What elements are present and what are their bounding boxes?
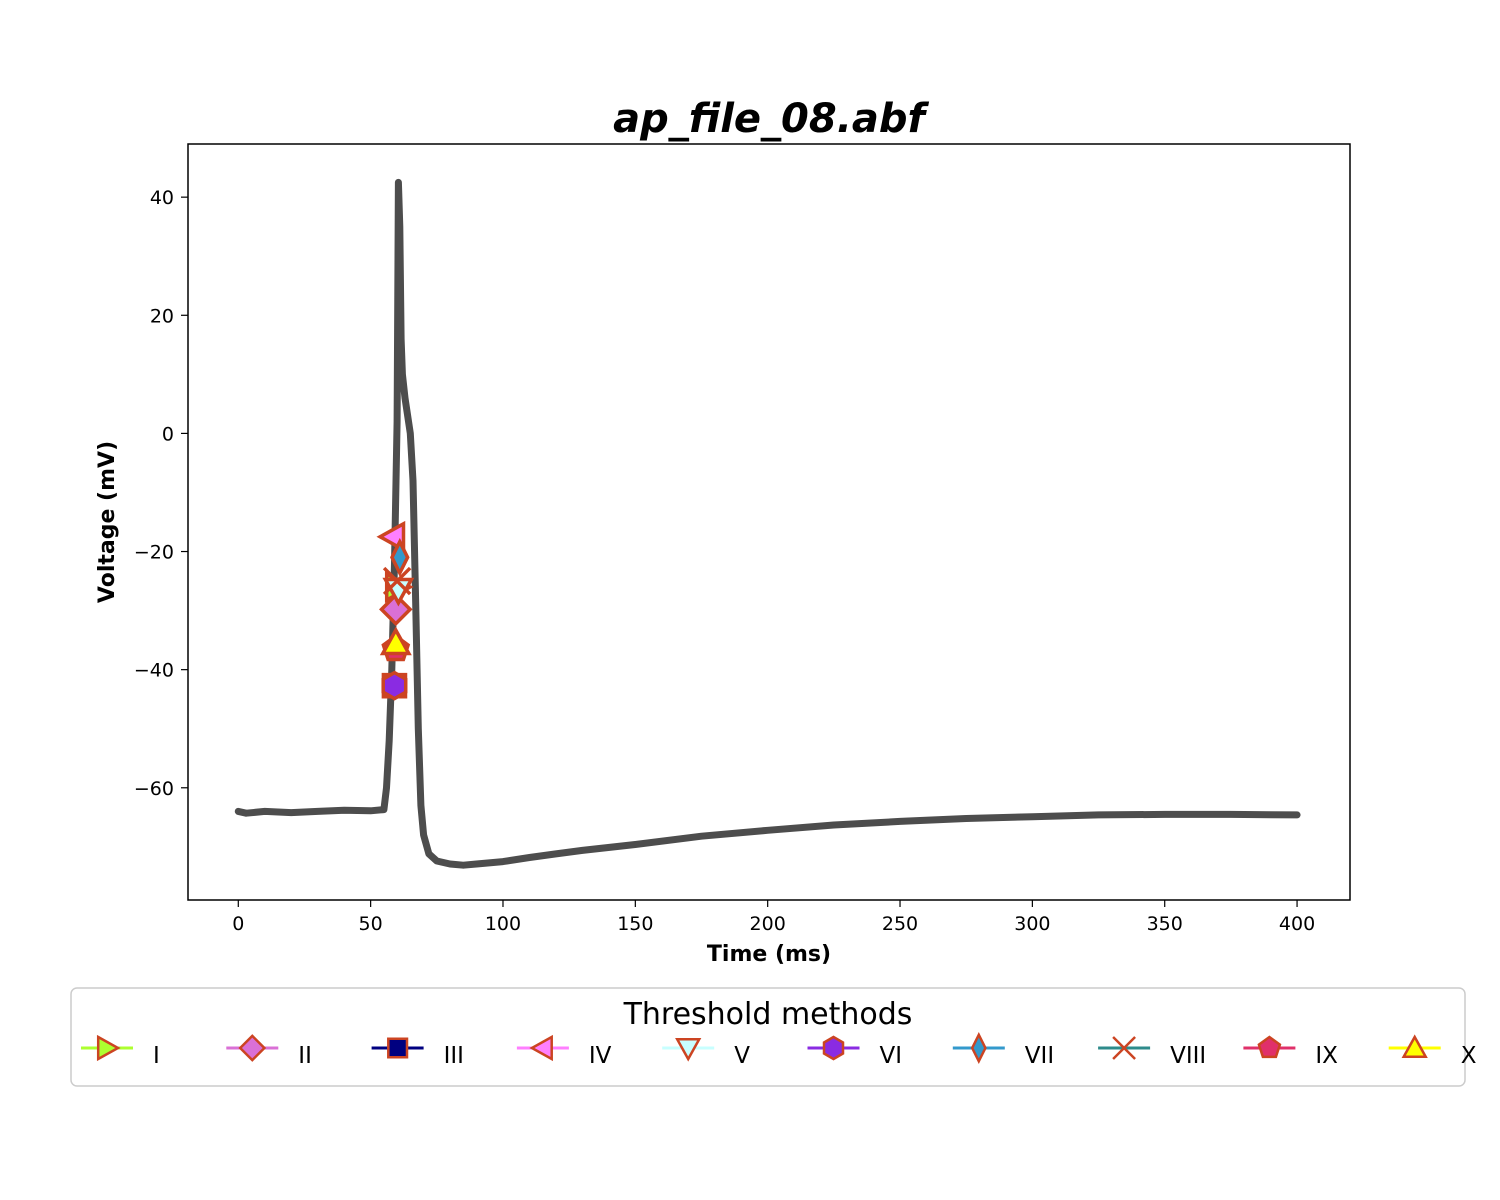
- legend-label: IV: [589, 1043, 612, 1069]
- threshold-marker-viii: [382, 566, 412, 596]
- legend-label: V: [734, 1043, 750, 1069]
- legend-marker: [970, 1032, 987, 1064]
- legend-marker: [1257, 1035, 1282, 1059]
- y-tick-label: 0: [162, 423, 174, 445]
- legend-entry-v: V: [662, 1037, 750, 1069]
- legend-title: Threshold methods: [623, 997, 913, 1032]
- legend-entry-iii: III: [371, 1037, 464, 1069]
- legend-frame: [70, 987, 1466, 1087]
- x-tick-label: 0: [232, 913, 244, 935]
- legend-label: VII: [1025, 1043, 1054, 1069]
- x-axis: 0 50 100 150 200 250 300 350 400: [232, 900, 1315, 935]
- legend-marker: [387, 1037, 409, 1059]
- x-tick-label: 150: [617, 913, 653, 935]
- y-tick-label: −20: [134, 542, 174, 564]
- legend-label: X: [1461, 1043, 1477, 1069]
- plot-frame: [187, 143, 1351, 901]
- voltage-trace: [234, 178, 1301, 869]
- y-tick-label: −60: [134, 778, 174, 800]
- x-tick-label: 350: [1147, 913, 1183, 935]
- legend-label: VIII: [1170, 1043, 1206, 1069]
- x-tick-label: 400: [1279, 913, 1315, 935]
- y-tick-label: −40: [134, 660, 174, 682]
- x-tick-label: 200: [750, 913, 786, 935]
- threshold-marker-vi: [381, 670, 408, 701]
- legend-entries: I II III IV V VI VII VIII IX X: [81, 1032, 1477, 1069]
- legend-entry-ix: IX: [1243, 1035, 1338, 1069]
- legend-entry-viii: VIII: [1098, 1036, 1206, 1069]
- legend-marker: [1112, 1036, 1136, 1060]
- threshold-marker-ii: [379, 592, 413, 627]
- x-tick-label: 50: [359, 913, 383, 935]
- legend-entry-iv: IV: [516, 1034, 612, 1069]
- legend-label: IX: [1315, 1043, 1338, 1069]
- legend-marker: [529, 1034, 553, 1062]
- legend-label: I: [153, 1043, 160, 1069]
- legend-marker: [1401, 1034, 1428, 1059]
- legend: Threshold methods I II III IV V VI VII VIII IX X: [70, 987, 1477, 1087]
- y-tick-label: 20: [150, 305, 174, 327]
- y-axis-label: Voltage (mV): [95, 441, 120, 603]
- threshold-marker-vii: [390, 537, 410, 577]
- y-axis: −60 −40 −20 0 20 40: [134, 187, 188, 800]
- y-tick-label: 40: [150, 187, 174, 209]
- legend-marker: [822, 1035, 845, 1061]
- legend-marker: [238, 1034, 267, 1062]
- x-tick-label: 250: [882, 913, 918, 935]
- x-axis-label: Time (ms): [707, 942, 831, 967]
- plot-area: [234, 178, 1301, 869]
- legend-label: II: [298, 1043, 312, 1069]
- x-tick-label: 100: [485, 913, 521, 935]
- legend-entry-vii: VII: [952, 1032, 1054, 1069]
- x-tick-label: 300: [1014, 913, 1050, 935]
- legend-entry-vi: VI: [807, 1035, 903, 1069]
- legend-marker: [675, 1037, 702, 1062]
- legend-marker: [96, 1034, 121, 1062]
- legend-label: VI: [880, 1043, 903, 1069]
- threshold-marker-x: [379, 626, 412, 656]
- legend-entry-i: I: [81, 1034, 160, 1069]
- legend-entry-x: X: [1388, 1034, 1477, 1069]
- legend-label: III: [444, 1043, 464, 1069]
- legend-entry-ii: II: [226, 1034, 312, 1069]
- chart-title: ap_file_08.abf: [613, 96, 929, 142]
